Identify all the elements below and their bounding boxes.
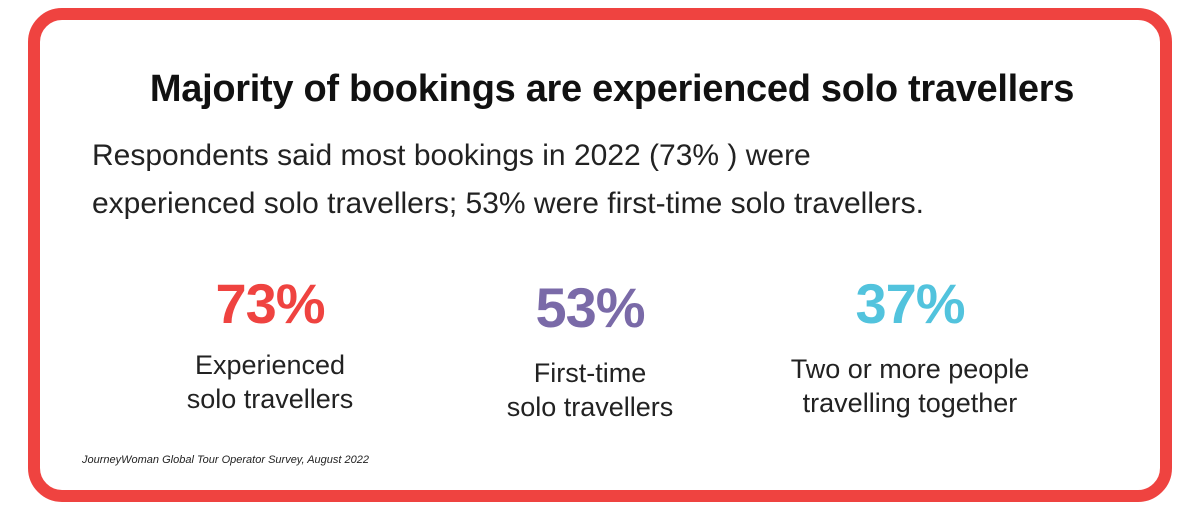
stat-experienced-solo: 73% Experienced solo travellers <box>140 272 400 416</box>
stat-label: Two or more people travelling together <box>760 352 1060 420</box>
subtitle-line-2: experienced solo travellers; 53% were fi… <box>92 187 924 220</box>
infographic-card: Majority of bookings are experienced sol… <box>28 8 1172 502</box>
source-note: JourneyWoman Global Tour Operator Survey… <box>82 454 369 466</box>
stat-label: First-time solo travellers <box>460 356 720 424</box>
subtitle: Respondents said most bookings in 2022 (… <box>92 132 1092 228</box>
page-title: Majority of bookings are experienced sol… <box>149 68 1075 110</box>
stat-value: 73% <box>215 272 325 335</box>
stat-value: 53% <box>535 276 645 339</box>
stat-label-line-1: First-time <box>533 358 647 388</box>
stat-label-line-1: Two or more people <box>790 354 1030 384</box>
stat-label-line-2: travelling together <box>802 388 1018 418</box>
stat-first-time-solo: 53% First-time solo travellers <box>460 276 720 424</box>
stat-group-travel: 37% Two or more people travelling togeth… <box>760 272 1060 420</box>
subtitle-line-1: Respondents said most bookings in 2022 (… <box>92 139 811 172</box>
stat-label: Experienced solo travellers <box>140 348 400 416</box>
stat-label-line-2: solo travellers <box>506 392 674 422</box>
stat-label-line-2: solo travellers <box>186 384 354 414</box>
stat-value: 37% <box>855 272 965 335</box>
stat-label-line-1: Experienced <box>194 350 346 380</box>
